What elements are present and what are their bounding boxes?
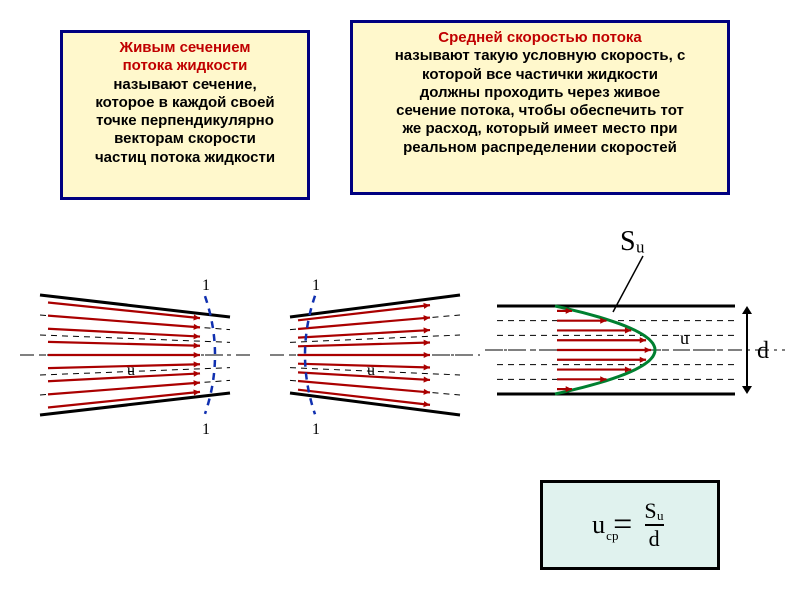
definition-box-right: Средней скоростью потока называют такую … (350, 20, 730, 195)
formula-box: u ср = Sᵤ d (540, 480, 720, 570)
diagram-left: 1 1 u (20, 260, 250, 450)
svg-text:u: u (367, 362, 375, 379)
svg-text:1: 1 (202, 277, 210, 294)
svg-text:d: d (757, 338, 769, 364)
box-left-title: Живым сечениемпотока жидкости (120, 39, 251, 74)
formula-lhs: u ср (592, 510, 605, 540)
svg-text:Sᵤ: Sᵤ (620, 226, 645, 257)
box-right-body: называют такую условную скорость, скотор… (395, 47, 686, 155)
svg-text:u: u (680, 328, 689, 348)
svg-text:u: u (127, 362, 135, 379)
formula-fraction: Sᵤ d (640, 500, 667, 550)
svg-text:1: 1 (312, 277, 320, 294)
diagram-right: Sᵤ u d (485, 220, 790, 440)
box-right-title: Средней скоростью потока (438, 29, 642, 46)
definition-box-left: Живым сечениемпотока жидкости называют с… (60, 30, 310, 200)
box-left-body: называют сечение,которое в каждой своейт… (95, 76, 275, 166)
diagram-middle: 1 1 u (270, 260, 480, 450)
svg-text:1: 1 (202, 421, 210, 438)
svg-text:1: 1 (312, 421, 320, 438)
